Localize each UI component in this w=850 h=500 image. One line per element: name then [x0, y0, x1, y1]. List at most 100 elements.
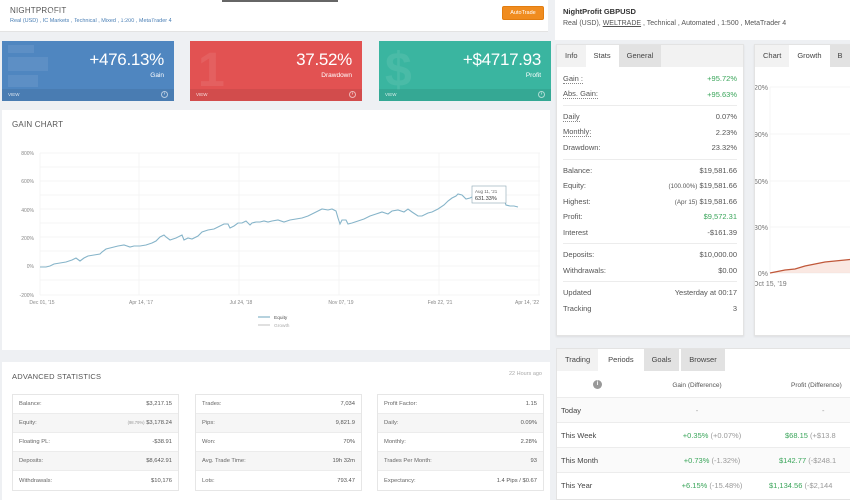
gain-card[interactable]: +476.13% Gain VIEW › [2, 41, 174, 101]
broker-link[interactable]: WELTRADE [602, 20, 642, 27]
tab-stats[interactable]: Stats [585, 45, 619, 67]
profit-card[interactable]: $ +$4717.93 Profit VIEW › [379, 41, 551, 101]
table-row: Profit Factor: 1.15 [378, 395, 543, 414]
svg-text:0%: 0% [27, 264, 35, 270]
table-row: Lots: 793.47 [202, 477, 355, 484]
right-account-header [555, 0, 850, 40]
svg-text:Oct 15, '19: Oct 15, '19 [755, 281, 787, 288]
table-row: Expectancy: 1.4 Pips / $0.67 [384, 477, 537, 484]
autotrade-button[interactable]: AutoTrade [502, 6, 544, 20]
svg-text:Apr 14, '17: Apr 14, '17 [129, 300, 153, 306]
svg-text:0%: 0% [758, 271, 768, 278]
svg-text:Jul 24, '18: Jul 24, '18 [230, 300, 253, 306]
table-row: Daily: 0.09% [378, 414, 543, 433]
tracking-row: Tracking 3 [563, 303, 737, 313]
drawdown-card[interactable]: 1 37.52% Drawdown VIEW › [190, 41, 362, 101]
arrow-circle-icon[interactable]: › [538, 91, 545, 98]
info-icon[interactable]: i [593, 380, 602, 389]
interest-row: Interest -$161.39 [563, 227, 737, 237]
top-scrollbar[interactable] [222, 0, 338, 2]
table-row: Today - - [557, 397, 850, 422]
growth-chart[interactable]: 120% 90% 60% 30% 0% Oct 15, '19 [750, 67, 850, 335]
stats-table-account: Balance: $3,217.15 Equity: (98.79%) $3,178… [12, 394, 179, 491]
table-row: Balance: $3,217.15 [13, 395, 178, 414]
gain-chart[interactable]: 800% 600% 400% 200% 0% -200% Dec 01, '15… [2, 110, 550, 350]
tab-chart[interactable]: Chart [763, 51, 782, 60]
svg-text:Feb 22, '21: Feb 22, '21 [428, 300, 453, 306]
table-row: Avg. Trade Time: 19h 32m [196, 452, 361, 471]
svg-text:800%: 800% [21, 151, 34, 157]
table-row: Floating PL: -$38.91 [13, 433, 178, 452]
drawdown-icon: 1 [198, 44, 225, 97]
gain-chart-title: GAIN CHART [12, 120, 64, 129]
chart-tooltip: Aug 11, '21 631.33% [471, 185, 507, 204]
stats-table-trades: Trades: 7,034 Pips: 9,821.9 Won: 70% Avg. T… [195, 394, 362, 491]
svg-text:Nov 07, '19: Nov 07, '19 [328, 300, 353, 306]
drawdown-row: Drawdown: 23.32% [563, 143, 737, 153]
info-panel: Info Stats General Gain : +95.72% Abs. Ga… [556, 44, 744, 336]
view-link[interactable]: VIEW [196, 92, 208, 97]
balance-row: Balance: $19,581.66 [563, 165, 737, 175]
table-row: Trades: 7,034 [196, 395, 361, 414]
tab-goals[interactable]: Goals [643, 349, 680, 371]
table-row: Withdrawals: $10,176 [19, 477, 172, 484]
watermark: ForexCracked.com [50, 8, 162, 22]
deposits-row: Deposits: $10,000.00 [563, 250, 737, 260]
table-row: This Month +0.73% (-1.32%) $142.77 (-$24… [557, 447, 850, 472]
svg-text:Aug 11, '21: Aug 11, '21 [475, 189, 498, 194]
svg-text:Dec 01, '15: Dec 01, '15 [29, 300, 54, 306]
legend-equity: Equity [274, 315, 288, 321]
tab-info[interactable]: Info [565, 51, 578, 60]
tab-periods[interactable]: Periods [600, 349, 642, 371]
profit-row: Profit: $9,572.31 [563, 212, 737, 222]
svg-text:60%: 60% [755, 179, 768, 186]
updated-row: Updated Yesterday at 00:17 [563, 288, 737, 298]
profit-value: +$4717.93 [462, 50, 541, 69]
svg-text:90%: 90% [755, 132, 768, 139]
stats-table-performance: Profit Factor: 1.15 Daily: 0.09% Monthly: 2… [377, 394, 544, 491]
gain-label: Gain [150, 72, 164, 79]
table-row: This Year +6.15% (-15.48%) $1,134.56 (-$… [557, 472, 850, 497]
right-account-subtitle: Real (USD), WELTRADE , Technical , Autom… [563, 20, 787, 27]
tab-growth[interactable]: Growth [789, 45, 830, 67]
updated-ago: 22 Hours ago [508, 371, 542, 377]
daily-row: Daily 0.07% [563, 111, 737, 122]
card-footer[interactable]: VIEW › [379, 89, 551, 101]
growth-chart-panel: Chart Growth B 120% 90% 60% 30% 0% Oct 1… [750, 44, 850, 336]
right-account-title: NightProfit GBPUSD [563, 7, 636, 16]
equity-row: Equity: (100.00%) $19,581.66 [563, 181, 737, 191]
tab-browser[interactable]: Browser [681, 349, 725, 371]
view-link[interactable]: VIEW [385, 92, 397, 97]
tab-general[interactable]: General [618, 45, 662, 67]
drawdown-value: 37.52% [296, 50, 352, 69]
table-row: Equity: (98.79%) $3,178.24 [13, 414, 178, 433]
svg-text:631.33%: 631.33% [475, 196, 497, 202]
svg-text:-200%: -200% [20, 293, 35, 299]
card-footer[interactable]: VIEW › [190, 89, 362, 101]
arrow-circle-icon[interactable]: › [161, 91, 168, 98]
advanced-statistics-panel: ADVANCED STATISTICS 22 Hours ago Balance… [2, 362, 550, 500]
svg-text:Apr 14, '22: Apr 14, '22 [515, 300, 539, 306]
view-link[interactable]: VIEW [8, 92, 20, 97]
gain-value: +476.13% [89, 50, 164, 69]
account-name: NIGHTPROFIT [10, 6, 67, 15]
dollar-icon: $ [385, 44, 412, 97]
card-footer[interactable]: VIEW › [2, 89, 174, 101]
highest-row: Highest: (Apr 15) $19,581.66 [563, 196, 737, 206]
tab-trading[interactable]: Trading [557, 349, 599, 371]
account-header [0, 0, 548, 32]
periods-header: i Gain (Difference) Profit (Difference) [557, 373, 850, 397]
arrow-circle-icon[interactable]: › [349, 91, 356, 98]
chart-bars-icon [2, 41, 62, 100]
periods-panel: Trading Periods Goals Browser i Gain (Di… [556, 348, 850, 500]
gain-row: Gain : +95.72% [563, 73, 737, 84]
account-subtitle: Real (USD) , IC Markets , Technical , Mi… [10, 18, 172, 24]
gain-chart-panel: GAIN CHART 800% 600% 400% 200% 0% [2, 110, 550, 350]
profit-label: Profit [525, 72, 541, 79]
table-row: Monthly: 2.28% [378, 433, 543, 452]
table-row: Deposits: $8,642.91 [13, 452, 178, 471]
svg-text:400%: 400% [21, 208, 34, 214]
table-row: This Week +0.35% (+0.07%) $68.15 (+$13.8 [557, 422, 850, 447]
legend-growth: Growth [274, 323, 290, 329]
tab-balance[interactable]: B [829, 45, 850, 67]
